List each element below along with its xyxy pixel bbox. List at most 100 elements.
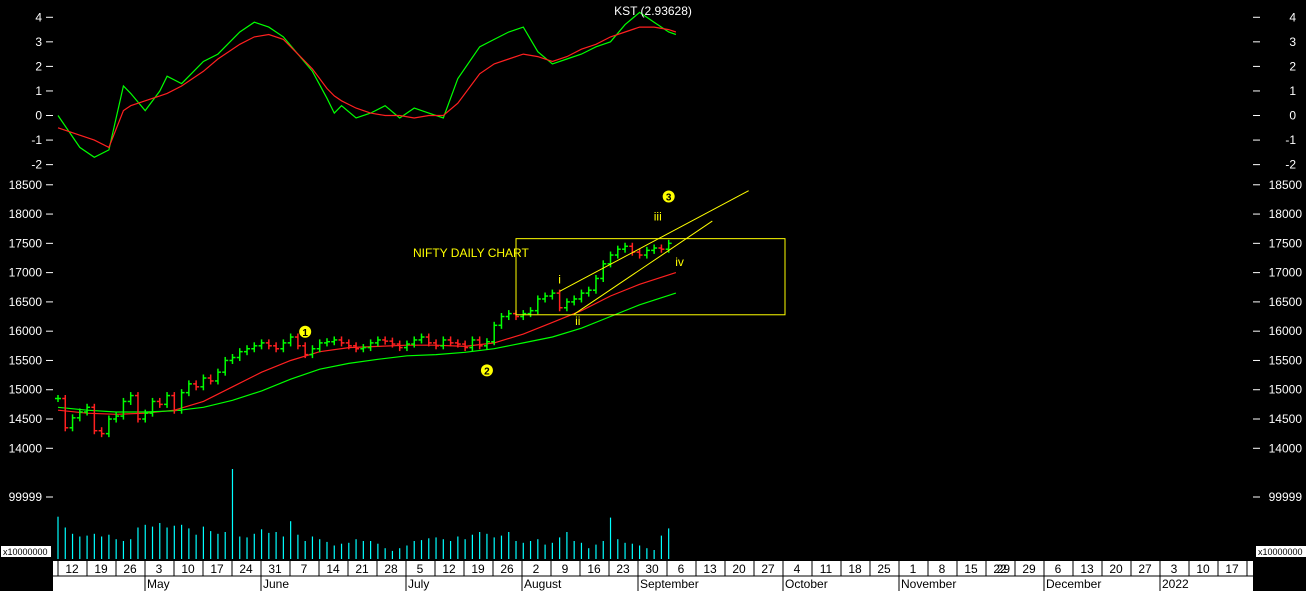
- day-tick-label: 6: [678, 562, 685, 576]
- price-bar: [483, 338, 490, 350]
- price-bar: [84, 403, 91, 416]
- kst-ytick-right: 4: [1289, 10, 1296, 24]
- day-tick-label: 16: [587, 562, 601, 576]
- price-bar: [389, 337, 396, 348]
- price-bar: [614, 245, 621, 259]
- day-tick-label: 19: [471, 562, 485, 576]
- day-tick-label: 17: [210, 562, 224, 576]
- price-ytick-right: 14000: [1269, 441, 1303, 455]
- kst-ytick-left: 1: [35, 84, 42, 98]
- svg-text:1: 1: [302, 328, 308, 339]
- price-bar: [69, 414, 76, 432]
- chart-label: NIFTY DAILY CHART: [413, 246, 529, 260]
- price-bar: [527, 307, 534, 318]
- wave-label-iv: iv: [675, 255, 684, 269]
- price-ytick-left: 14500: [9, 412, 43, 426]
- price-bar: [120, 397, 127, 420]
- price-bar: [193, 380, 200, 391]
- day-tick-label: 24: [239, 562, 253, 576]
- wave-label-ii: ii: [575, 314, 580, 328]
- kst-ytick-right: -1: [1285, 133, 1296, 147]
- day-tick-label: 30: [645, 562, 659, 576]
- price-bar: [229, 354, 236, 364]
- month-label: 2022: [1162, 577, 1189, 591]
- price-ytick-left: 17500: [9, 236, 43, 250]
- day-tick-label: 8: [939, 562, 946, 576]
- day-tick-label: 3: [1171, 562, 1178, 576]
- price-bar: [294, 333, 301, 350]
- day-tick-label: 1: [910, 562, 917, 576]
- price-bar: [91, 403, 98, 435]
- month-label: December: [1046, 577, 1101, 591]
- kst-ytick-right: 1: [1289, 84, 1296, 98]
- kst-ytick-left: 3: [35, 35, 42, 49]
- price-ytick-left: 15500: [9, 353, 43, 367]
- price-bar: [447, 336, 454, 347]
- price-bar: [156, 397, 163, 408]
- price-bar: [142, 409, 149, 423]
- day-tick-label: 22: [993, 562, 1007, 576]
- day-tick-label: 24: [1254, 562, 1268, 576]
- price-bar: [105, 415, 112, 438]
- kst-title: KST (2.93628): [614, 4, 692, 18]
- day-tick-label: 29: [997, 562, 1011, 576]
- price-bar: [200, 374, 207, 391]
- day-tick-label: 13: [1080, 562, 1094, 576]
- price-bar: [127, 392, 134, 405]
- price-ytick-right: 17000: [1269, 266, 1303, 280]
- day-tick-label: 31: [268, 562, 282, 576]
- day-tick-label: 12: [442, 562, 456, 576]
- price-ytick-left: 18000: [9, 207, 43, 221]
- wave-label-2: 2: [480, 364, 493, 377]
- day-tick-label: 4: [794, 562, 801, 576]
- price-bar: [331, 336, 338, 346]
- price-bar: [563, 298, 570, 312]
- price-bar: [149, 397, 156, 417]
- price-bar: [469, 336, 476, 352]
- price-bar: [273, 342, 280, 353]
- price-bar: [622, 242, 629, 253]
- price-bar: [302, 342, 309, 359]
- wave-label-iii: iii: [654, 209, 662, 223]
- price-bar: [207, 374, 214, 385]
- price-bar: [280, 339, 287, 353]
- price-bar: [396, 340, 403, 352]
- price-bar: [338, 336, 345, 347]
- price-bar: [643, 246, 650, 259]
- kst-line: [57, 11, 677, 158]
- month-label: October: [785, 577, 828, 591]
- price-bar: [287, 333, 294, 347]
- kst-ytick-left: -1: [31, 133, 42, 147]
- volume-ytick-left: 99999: [9, 490, 43, 504]
- price-bar: [62, 395, 69, 432]
- price-bar: [403, 340, 410, 352]
- price-bar: [178, 389, 185, 414]
- kst-ytick-right: 2: [1289, 59, 1296, 73]
- price-bar: [316, 339, 323, 353]
- svg-text:2: 2: [484, 366, 490, 377]
- price-bar: [592, 274, 599, 294]
- month-label: June: [263, 577, 289, 591]
- day-tick-label: 20: [1109, 562, 1123, 576]
- unit-label-left: x10000000: [3, 547, 48, 557]
- day-tick-label: 11: [820, 562, 833, 576]
- day-tick-label: 26: [500, 562, 514, 576]
- price-bar: [185, 380, 192, 397]
- price-bar: [534, 295, 541, 315]
- price-bar: [55, 395, 61, 403]
- day-tick-label: 23: [616, 562, 630, 576]
- kst-ytick-right: 3: [1289, 35, 1296, 49]
- price-bar: [265, 339, 272, 350]
- day-tick-label: 12: [65, 562, 79, 576]
- day-tick-label: 25: [877, 562, 891, 576]
- price-ytick-right: 16000: [1269, 324, 1303, 338]
- price-bar: [76, 408, 83, 422]
- day-tick-label: 17: [1225, 562, 1239, 576]
- day-tick-label: 14: [326, 562, 340, 576]
- day-tick-label: 20: [732, 562, 746, 576]
- price-ytick-right: 14500: [1269, 412, 1303, 426]
- price-bar: [411, 336, 418, 348]
- day-tick-label: 10: [1196, 562, 1210, 576]
- wave-label-i: i: [558, 273, 561, 287]
